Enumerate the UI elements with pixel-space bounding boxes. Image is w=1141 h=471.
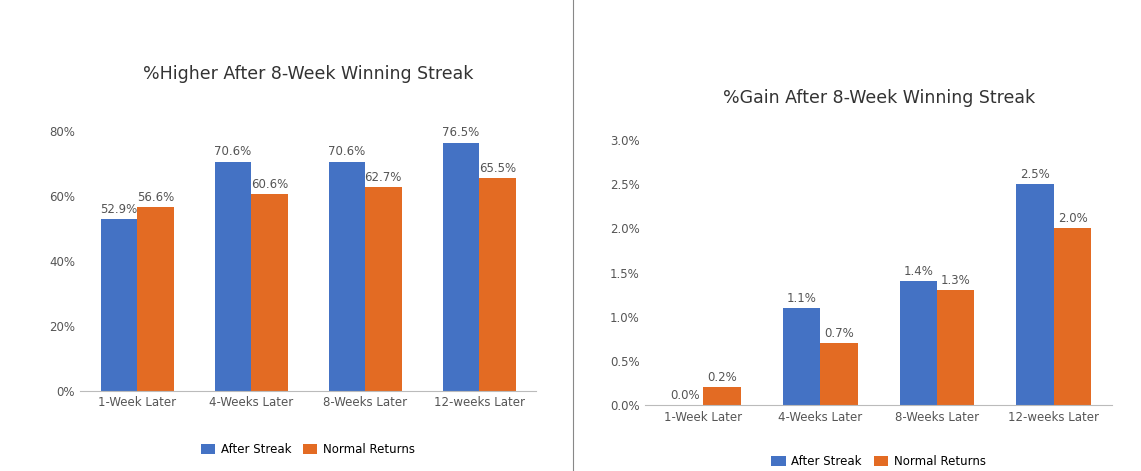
Text: 2.5%: 2.5% <box>1020 168 1050 181</box>
Text: 2.0%: 2.0% <box>1058 212 1087 225</box>
Bar <box>365 187 402 391</box>
Bar <box>1017 184 1054 405</box>
Text: 76.5%: 76.5% <box>443 126 479 139</box>
Bar <box>100 219 137 391</box>
Bar <box>137 207 173 391</box>
Text: 1.4%: 1.4% <box>904 265 933 278</box>
Bar <box>703 387 741 405</box>
Text: 70.6%: 70.6% <box>215 146 251 158</box>
Text: 60.6%: 60.6% <box>251 178 288 191</box>
Text: 1.3%: 1.3% <box>941 274 971 287</box>
Legend: After Streak, Normal Returns: After Streak, Normal Returns <box>196 439 420 461</box>
Bar <box>820 343 858 405</box>
Text: 62.7%: 62.7% <box>365 171 402 184</box>
Bar <box>1054 228 1091 405</box>
Text: 70.6%: 70.6% <box>329 146 365 158</box>
Text: 1.1%: 1.1% <box>786 292 817 305</box>
Bar <box>251 195 288 391</box>
Bar <box>899 282 937 405</box>
Bar <box>937 290 974 405</box>
Text: 52.9%: 52.9% <box>100 203 137 216</box>
Text: 0.2%: 0.2% <box>707 371 737 384</box>
Bar <box>329 162 365 391</box>
Text: 65.5%: 65.5% <box>479 162 516 175</box>
Title: %Higher After 8-Week Winning Streak: %Higher After 8-Week Winning Streak <box>143 65 474 83</box>
Text: 0.0%: 0.0% <box>670 389 699 402</box>
Text: 56.6%: 56.6% <box>137 191 173 204</box>
Title: %Gain After 8-Week Winning Streak: %Gain After 8-Week Winning Streak <box>722 89 1035 107</box>
Bar <box>215 162 251 391</box>
Bar <box>783 308 820 405</box>
Bar <box>443 143 479 391</box>
Legend: After Streak, Normal Returns: After Streak, Normal Returns <box>767 450 990 471</box>
Text: 0.7%: 0.7% <box>824 327 853 340</box>
Bar <box>479 179 516 391</box>
